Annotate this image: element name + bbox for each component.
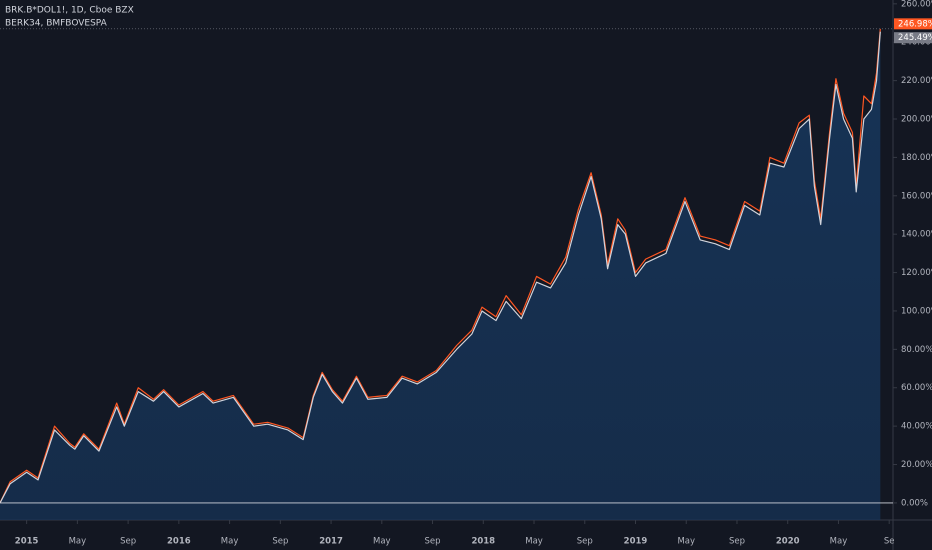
x-tick-label: May (677, 537, 695, 547)
y-tick-label: 180.00% (901, 153, 932, 163)
x-tick-label: Se (884, 537, 895, 547)
x-tick-label: Sep (729, 537, 745, 547)
x-tick-label: May (830, 537, 848, 547)
x-tick-label: May (373, 537, 391, 547)
x-tick-label: May (69, 537, 87, 547)
price-tag-label: 246.98% (898, 19, 932, 29)
x-tick-label: Sep (577, 537, 593, 547)
legend-series-1: BRK.B*DOL1!, 1D, Cboe BZX (5, 6, 134, 16)
y-tick-label: 40.00% (901, 422, 932, 432)
x-tick-label: May (221, 537, 239, 547)
y-tick-label: 80.00% (901, 345, 932, 355)
x-tick-label: Sep (425, 537, 441, 547)
plot (0, 28, 893, 520)
x-tick-label: Sep (120, 537, 136, 547)
x-tick-label: 2016 (167, 537, 191, 547)
price-tag (894, 18, 932, 30)
x-tick-label: 2015 (15, 537, 39, 547)
y-tick-label: 20.00% (901, 460, 932, 470)
price-tag (894, 32, 932, 44)
x-tick-label: May (525, 537, 543, 547)
y-tick-label: 100.00% (901, 306, 932, 316)
y-tick-label: 160.00% (901, 191, 932, 201)
x-tick-label: 2017 (319, 537, 343, 547)
y-tick-label: 140.00% (901, 230, 932, 240)
x-tick-label: 2018 (471, 537, 495, 547)
legend-series-2: BERK34, BMFBOVESPA (5, 19, 108, 29)
area (0, 31, 881, 520)
y-tick-label: 200.00% (901, 115, 932, 125)
y-tick-label: 220.00% (901, 76, 932, 86)
x-tick-label: 2019 (624, 537, 648, 547)
y-tick-label: 60.00% (901, 383, 932, 393)
y-tick-label: 0.00% (901, 498, 928, 508)
series-line (0, 28, 881, 504)
y-tick-label: 120.00% (901, 268, 932, 278)
price-axis (893, 0, 932, 550)
x-tick-label: 2020 (776, 537, 800, 547)
series-line (0, 31, 881, 504)
y-tick-label: 260.00% (901, 0, 932, 9)
x-tick-label: Sep (272, 537, 288, 547)
price-tag-label: 245.49% (898, 33, 932, 43)
